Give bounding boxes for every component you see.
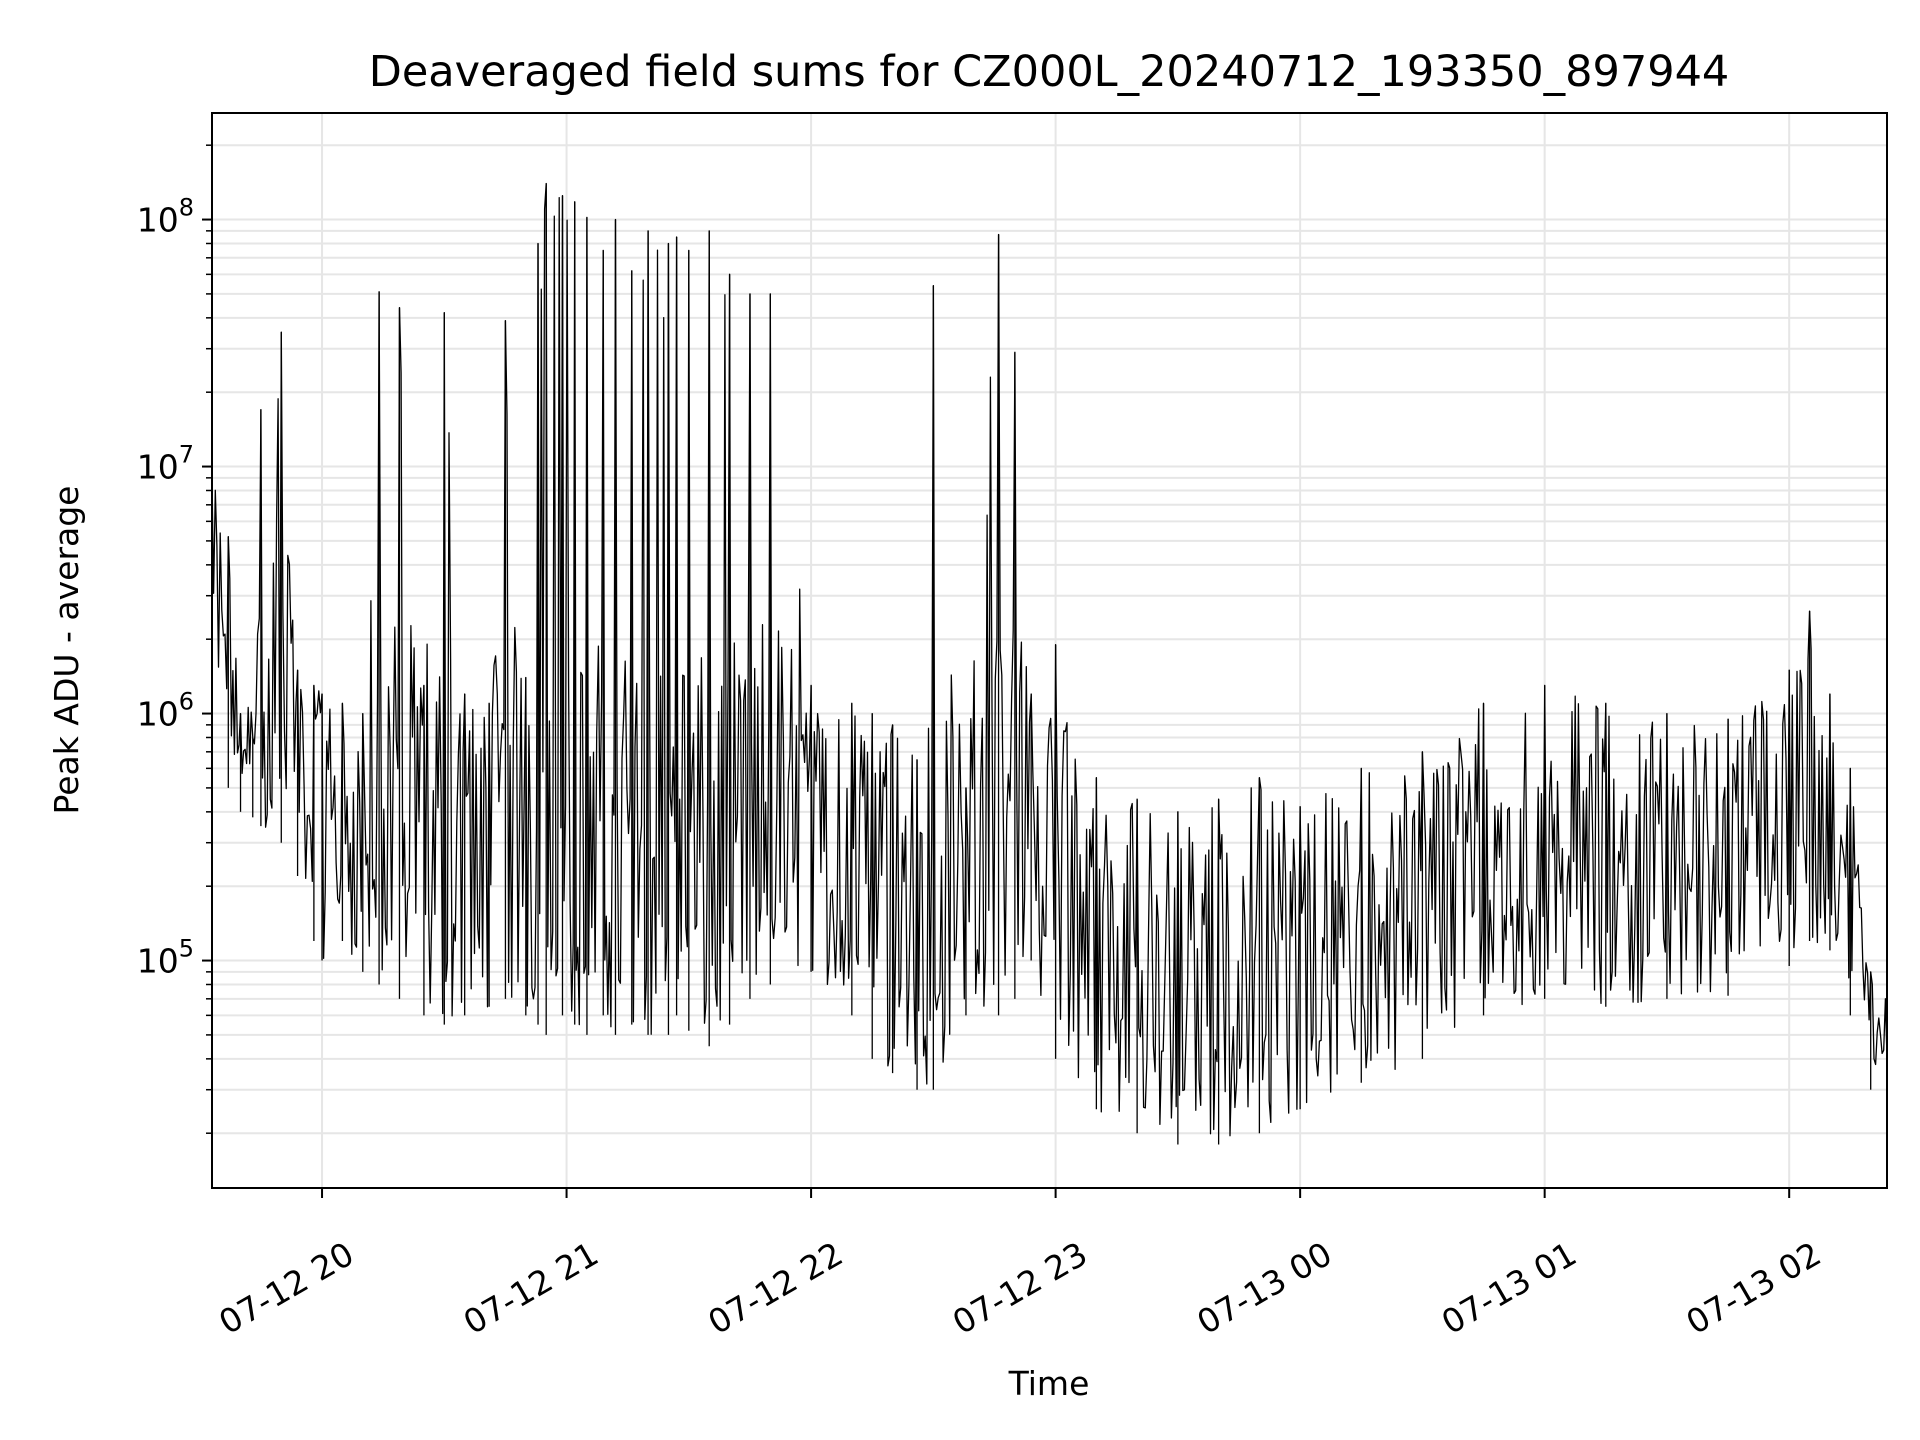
y-tick-label: 108	[137, 194, 194, 240]
plot-frame	[211, 112, 1888, 1189]
series-polyline	[211, 182, 1888, 1137]
x-axis-label: Time	[1008, 1364, 1090, 1403]
series-line	[211, 182, 1888, 1145]
y-tick-label: 107	[137, 441, 194, 487]
chart-title: Deaveraged field sums for CZ000L_2024071…	[369, 47, 1730, 97]
y-axis-label: Peak ADU - average	[47, 486, 86, 815]
y-tick-label: 105	[137, 935, 194, 981]
y-tick-label: 106	[137, 688, 194, 734]
